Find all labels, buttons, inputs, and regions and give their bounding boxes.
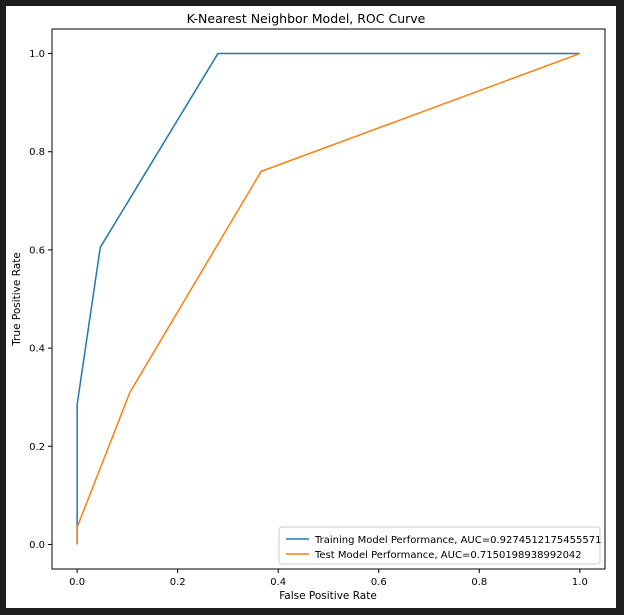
series-lines <box>76 52 581 545</box>
y-tick-label: 0.4 <box>29 344 45 355</box>
x-axis-ticks: 0.0 0.2 0.4 0.6 0.8 1.0 <box>69 569 588 588</box>
x-tick-label: 0.4 <box>270 577 286 588</box>
y-tick-label: 0.6 <box>29 245 45 256</box>
legend: Training Model Performance, AUC=0.927451… <box>278 526 601 565</box>
legend-box <box>278 526 601 565</box>
x-tick-label: 0.2 <box>170 577 186 588</box>
legend-label-test: Test Model Performance, AUC=0.7150198938… <box>314 550 582 561</box>
plot-area <box>51 28 606 570</box>
x-axis-label: False Positive Rate <box>279 590 377 602</box>
y-tick-label: 0.2 <box>29 442 45 453</box>
chart-title: K-Nearest Neighbor Model, ROC Curve <box>187 11 426 26</box>
y-tick-label: 1.0 <box>29 49 45 60</box>
series-line-test <box>76 52 581 545</box>
legend-label-training: Training Model Performance, AUC=0.927451… <box>314 535 601 546</box>
x-tick-label: 0.6 <box>371 577 387 588</box>
roc-chart: K-Nearest Neighbor Model, ROC Curve 0.0 0… <box>11 11 606 602</box>
x-tick-label: 0.8 <box>471 577 487 588</box>
y-tick-label: 0.0 <box>29 540 45 551</box>
x-tick-label: 1.0 <box>572 577 588 588</box>
y-tick-label: 0.8 <box>29 147 45 158</box>
y-axis-ticks: 0.0 0.2 0.4 0.6 0.8 1.0 <box>29 49 52 551</box>
chart-figure: K-Nearest Neighbor Model, ROC Curve 0.0 0… <box>6 6 616 608</box>
y-axis-label: True Positive Rate <box>11 252 23 347</box>
x-tick-label: 0.0 <box>69 577 85 588</box>
